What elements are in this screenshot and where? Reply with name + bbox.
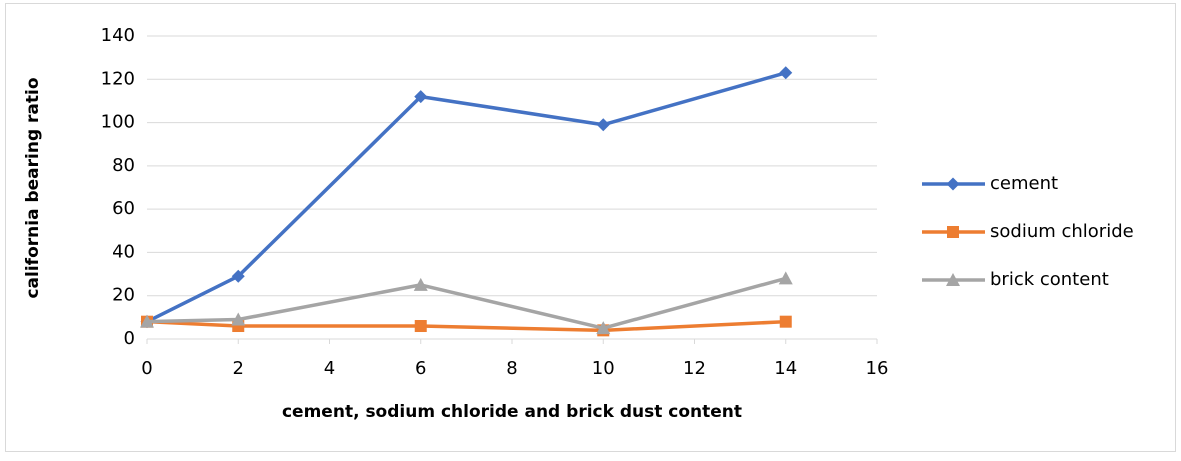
data-point — [779, 315, 792, 328]
x-tick-label: 2 — [233, 358, 244, 379]
y-tick-label: 40 — [112, 241, 135, 262]
data-point — [596, 118, 610, 132]
legend-label: cement — [990, 173, 1058, 194]
data-point — [231, 269, 245, 283]
y-tick-label: 60 — [112, 198, 135, 219]
x-tick-label: 6 — [415, 358, 426, 379]
legend-marker — [946, 273, 960, 286]
x-axis-label: cement, sodium chloride and brick dust c… — [282, 402, 742, 422]
y-tick-label: 100 — [101, 112, 135, 133]
chart-border — [5, 3, 1176, 452]
x-tick-label: 16 — [866, 358, 889, 379]
data-point — [596, 321, 611, 335]
data-point — [414, 90, 428, 104]
y-axis-label: california bearing ratio — [23, 77, 43, 298]
data-point — [413, 277, 428, 291]
x-tick-label: 14 — [774, 358, 797, 379]
y-tick-label: 0 — [124, 328, 135, 349]
data-point — [778, 271, 793, 285]
data-point — [779, 66, 793, 80]
legend-label: brick content — [990, 269, 1109, 290]
legend-marker — [947, 226, 959, 238]
x-tick-label: 4 — [324, 358, 335, 379]
legend-label: sodium chloride — [990, 221, 1134, 242]
y-tick-label: 140 — [101, 25, 135, 46]
data-point — [414, 320, 427, 333]
x-tick-label: 12 — [683, 358, 706, 379]
data-point — [140, 314, 154, 328]
y-tick-label: 80 — [112, 155, 135, 176]
x-tick-label: 8 — [506, 358, 517, 379]
data-point — [231, 312, 246, 326]
y-tick-label: 120 — [101, 68, 135, 89]
y-tick-label: 20 — [112, 285, 135, 306]
legend-marker — [946, 177, 960, 191]
x-tick-label: 0 — [141, 358, 152, 379]
x-tick-label: 10 — [592, 358, 615, 379]
